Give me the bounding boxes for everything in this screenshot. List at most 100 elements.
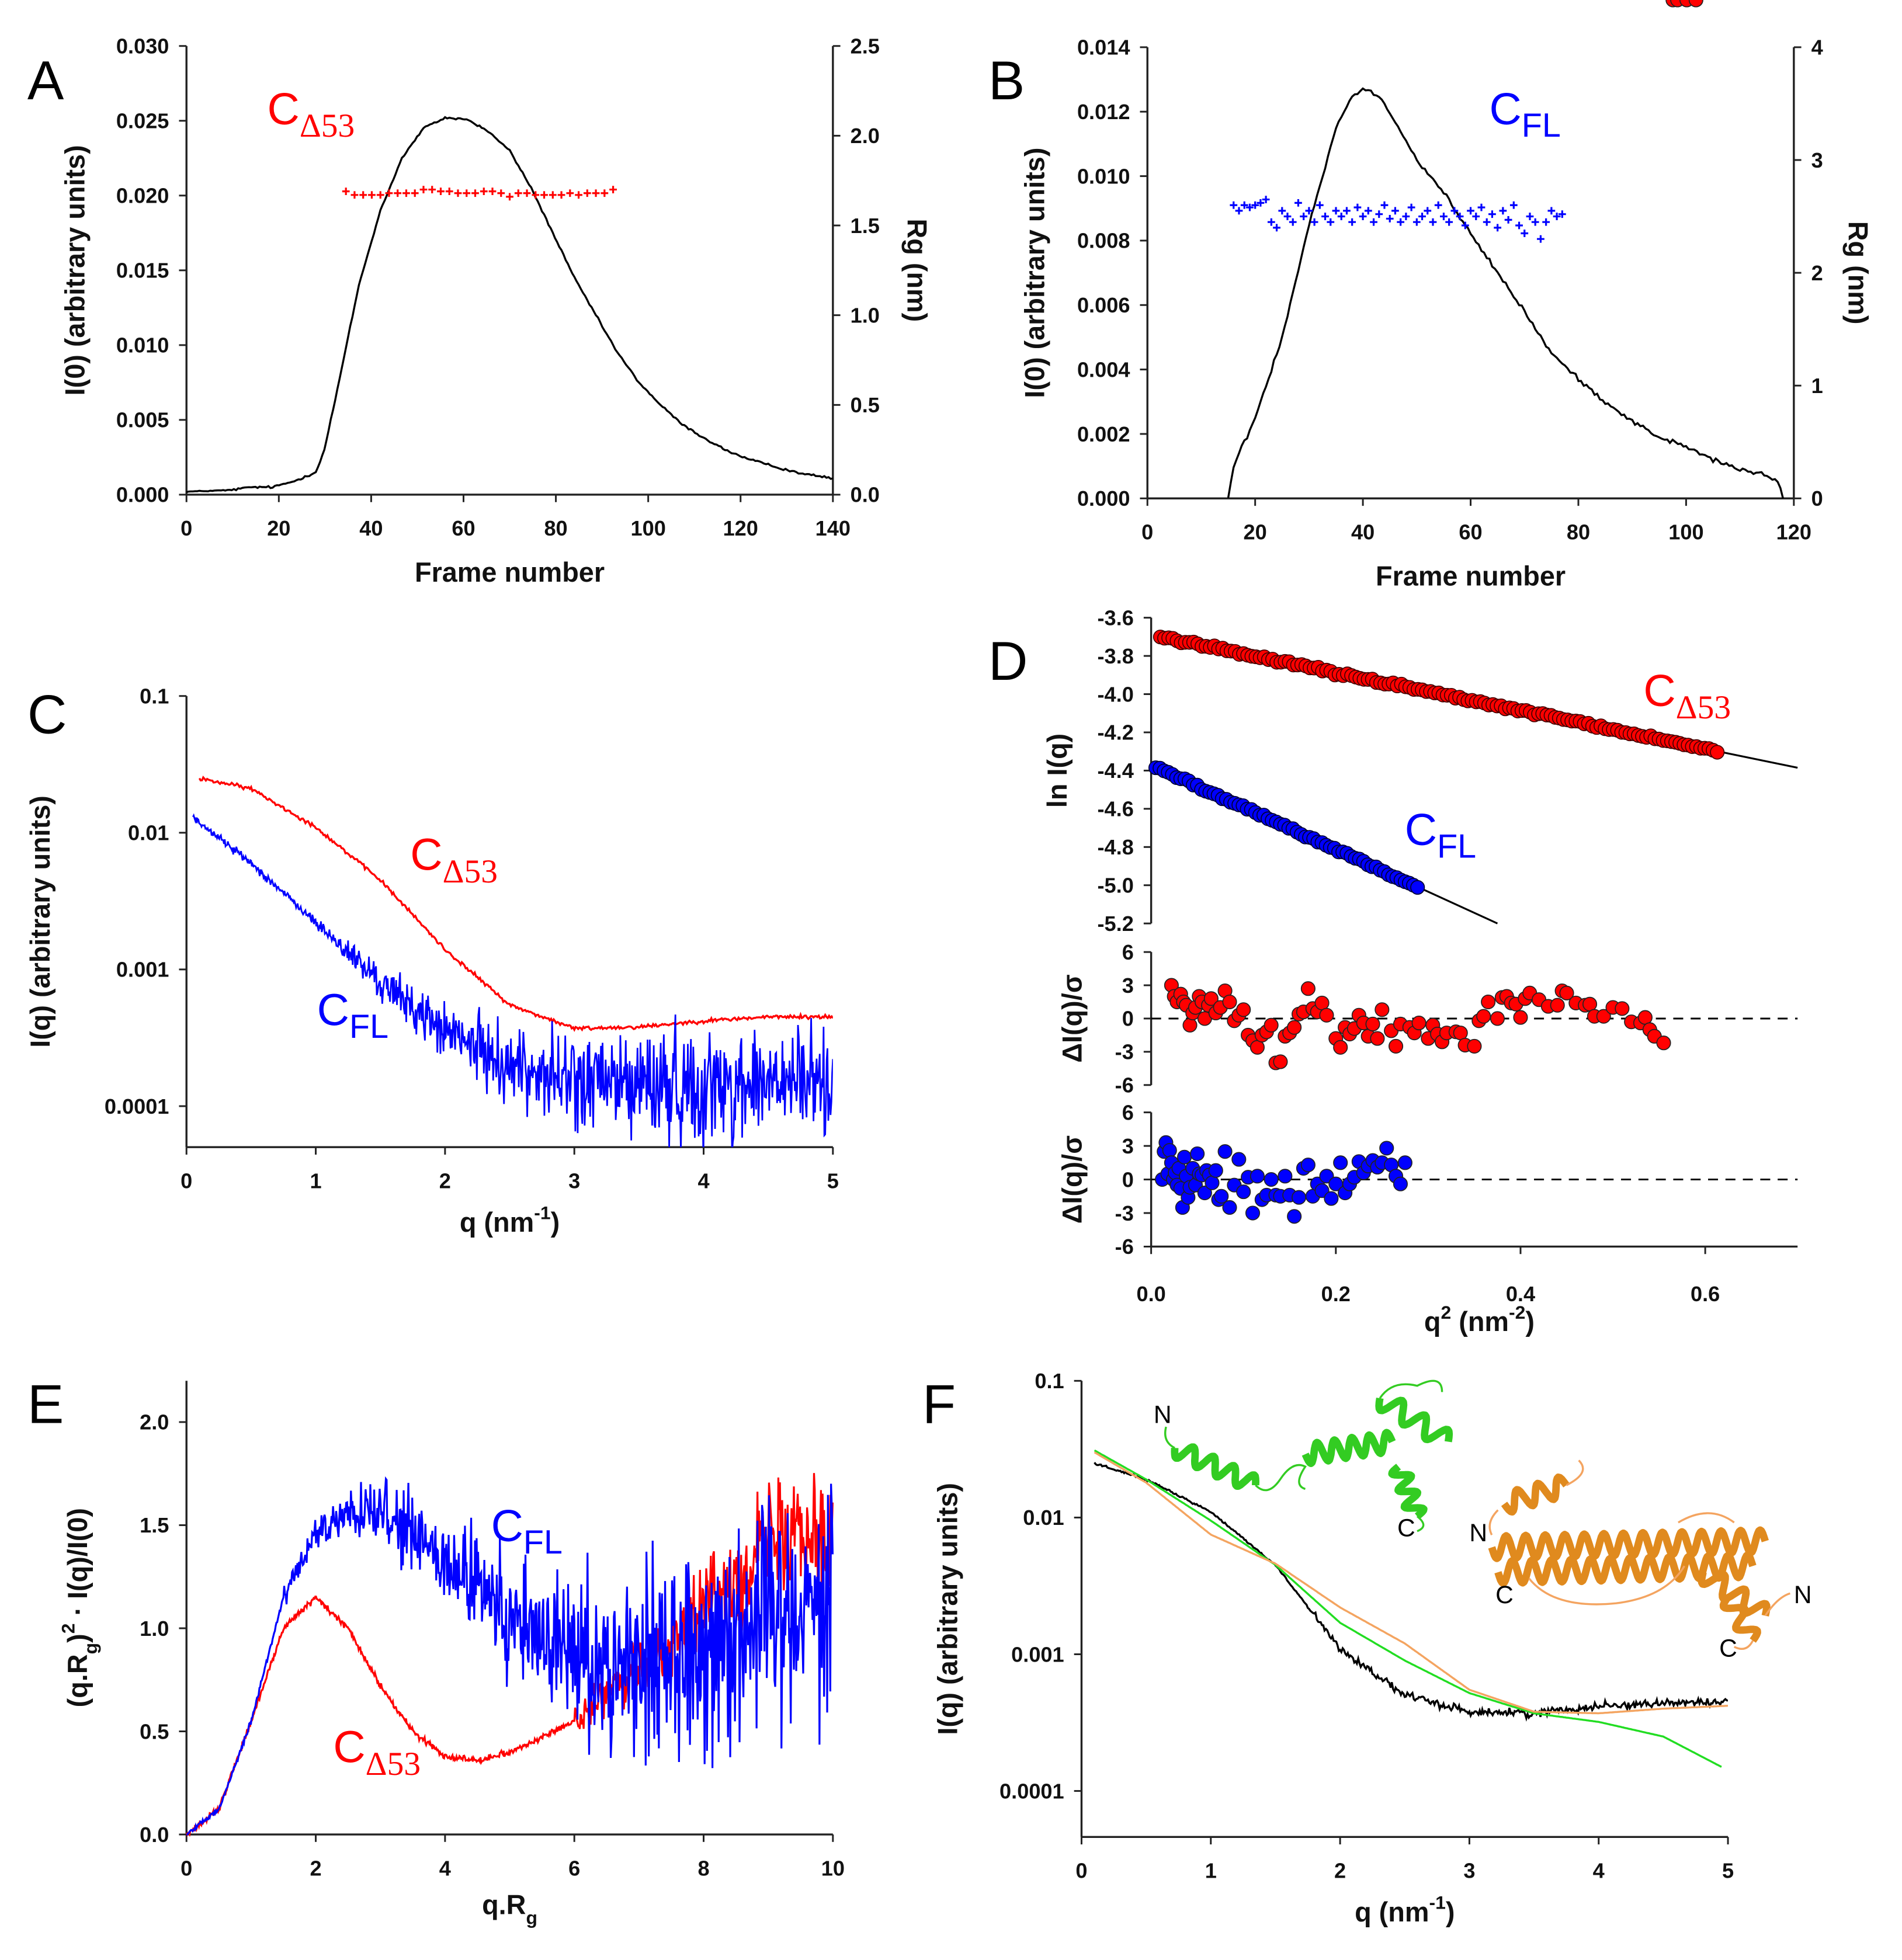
series-label-sub: FL <box>1437 828 1476 865</box>
rg-point <box>1526 213 1534 220</box>
title-part: -2 <box>1509 1302 1525 1323</box>
rg-point <box>428 186 436 193</box>
rg-point <box>1251 201 1259 209</box>
y-tick-label: -5.0 <box>1098 874 1134 898</box>
y-tick-label: 0.005 <box>116 408 169 432</box>
y2-tick-label: 0.5 <box>851 393 880 417</box>
series-label-main: C <box>1489 85 1521 134</box>
x-tick-label: 6 <box>568 1856 580 1880</box>
series-label-sub: Δ53 <box>300 107 355 144</box>
residual-point <box>1319 1007 1334 1023</box>
series-label-main: C <box>491 1502 523 1551</box>
residual-point <box>1264 1017 1279 1033</box>
rg-point <box>1531 218 1539 226</box>
residual-y-tick-label: 0 <box>1122 1167 1134 1191</box>
coil-loop <box>1164 1426 1175 1449</box>
x-tick-label: 0 <box>181 1856 192 1880</box>
residual-point <box>1236 1184 1251 1200</box>
rg-point <box>1300 213 1308 220</box>
y2-tick-label: 1.0 <box>851 303 880 327</box>
y-axis-title: ln I(q) <box>1042 734 1073 808</box>
x-tick-label: 60 <box>1459 520 1482 544</box>
rg-point <box>514 189 522 197</box>
residual-point <box>1203 991 1219 1006</box>
orange-intensity-line <box>1094 1451 1729 1715</box>
y-tick-label: 0.010 <box>1077 164 1130 188</box>
x-tick-label: 8 <box>697 1856 709 1880</box>
rg-point <box>1380 201 1389 209</box>
x-axis-title: Frame number <box>1376 561 1566 591</box>
rg-point <box>1445 218 1453 226</box>
x-tick-label: 0 <box>181 1169 192 1193</box>
x-tick-label: 20 <box>267 516 290 540</box>
rg-point <box>583 189 591 197</box>
y-tick-label: -4.8 <box>1098 835 1134 859</box>
rg-point <box>1542 218 1550 226</box>
title-part: q (nm <box>1355 1897 1429 1927</box>
green-helix <box>1375 1396 1453 1444</box>
x-tick-label: 40 <box>359 516 383 540</box>
series-label-cd53: CΔ53 <box>1643 666 1731 726</box>
rg-point <box>1391 207 1399 215</box>
series-label-sub: Δ53 <box>443 853 498 890</box>
title-part: ) <box>1525 1306 1535 1337</box>
rg-point <box>1267 218 1275 226</box>
rg-point <box>1434 201 1442 209</box>
rg-point <box>1240 201 1248 209</box>
residual-y-tick-label: 0 <box>1122 1007 1134 1031</box>
rg-point <box>402 189 410 197</box>
panel-A: 0.000 0.005 0.010 0.015 0.020 0.025 0.030 0.0 0.… <box>60 34 932 588</box>
n-terminus-label: N <box>1469 1519 1487 1547</box>
title-part: 2 <box>1441 1302 1451 1323</box>
y-tick-label: 0.5 <box>140 1719 169 1743</box>
x-tick-label: 1 <box>1205 1859 1217 1883</box>
orange-helix <box>1501 1474 1570 1516</box>
x-tick-label: 2 <box>310 1856 321 1880</box>
title-part: 2 <box>58 1624 79 1634</box>
y-tick-label: -4.0 <box>1098 682 1134 706</box>
coil-loop <box>1379 1379 1443 1399</box>
panel-letter-B: B <box>988 50 1025 111</box>
rg-point <box>1375 210 1383 218</box>
rg-point <box>1477 203 1485 211</box>
residual-y-tick-label: -3 <box>1115 1201 1134 1225</box>
residual-point <box>1236 1002 1251 1017</box>
rg-point <box>1262 196 1270 203</box>
y-tick-label: -5.2 <box>1098 912 1134 936</box>
coil-loop <box>1528 1565 1791 1650</box>
residual-point <box>1637 1010 1653 1025</box>
rg-point <box>1424 207 1432 215</box>
y2-tick-label: 0.0 <box>851 483 880 507</box>
residual-y-tick-label: -6 <box>1115 1073 1134 1097</box>
residual-point <box>1222 994 1237 1010</box>
i0-elution-line <box>186 116 834 494</box>
rg-point <box>1407 203 1415 211</box>
rg-point <box>1348 218 1356 226</box>
green-intensity-line <box>1094 1449 1722 1768</box>
y-axis-title: I(q) (arbitrary units) <box>25 795 55 1048</box>
y-tick-label: 1.0 <box>140 1617 169 1641</box>
n-terminus-label: N <box>1154 1401 1172 1429</box>
residual-point <box>1490 1011 1505 1026</box>
rg-point <box>1472 213 1480 220</box>
residual-point <box>1300 1158 1316 1173</box>
residual-y-tick-label: 6 <box>1122 1100 1134 1124</box>
residual-y-tick-label: 3 <box>1122 974 1134 998</box>
title-part: ) <box>63 1634 93 1643</box>
y-tick-label: 0.004 <box>1077 357 1130 381</box>
x-tick-label: 1 <box>310 1169 321 1193</box>
residual-point <box>1182 1017 1198 1033</box>
x-axis-title: q2 (nm-2) <box>1424 1302 1535 1337</box>
rg-point <box>609 186 617 193</box>
panel-letter-A: A <box>27 50 64 111</box>
series-label-sub: FL <box>523 1524 563 1561</box>
residual-point <box>1388 1038 1404 1054</box>
residual-point <box>1162 1143 1177 1158</box>
rg-point <box>497 189 505 197</box>
residual-point <box>1222 1200 1237 1215</box>
residual-point <box>1411 1016 1426 1031</box>
x-tick-label: 0 <box>181 516 192 540</box>
residual-point <box>1273 1054 1288 1069</box>
rg-point <box>1488 210 1496 218</box>
